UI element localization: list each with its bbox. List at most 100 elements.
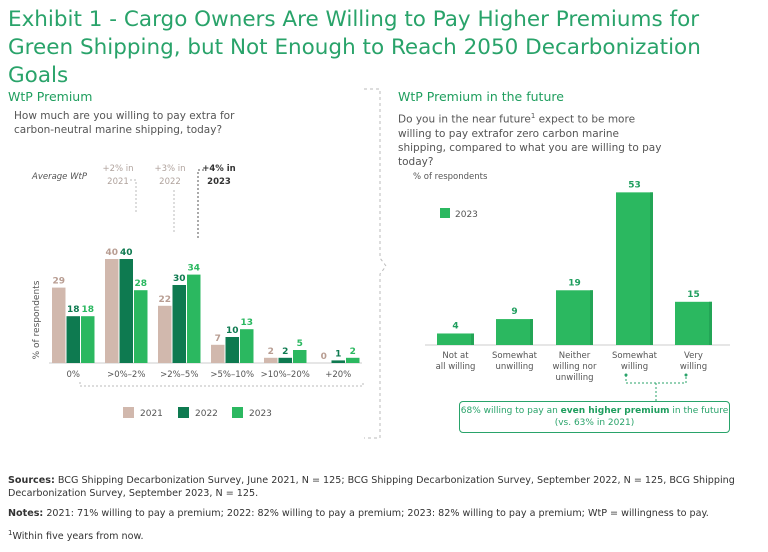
bar-2021-4 — [264, 357, 278, 363]
bar-label-2021-2: 22 — [158, 295, 171, 305]
footnote-number: 1 — [8, 529, 13, 537]
bar-2022-5 — [331, 360, 345, 363]
sources-note: Sources: BCG Shipping Decarbonization Su… — [8, 474, 760, 500]
future-bar-shade-2 — [590, 290, 593, 345]
left-legend: 2021 2022 2023 — [123, 407, 272, 419]
bar-label-2021-5: 0 — [321, 352, 327, 362]
bar-2022-3 — [225, 337, 239, 363]
notes-label: Notes: — [8, 508, 44, 519]
avg-wtp-label: Average WtP — [31, 172, 88, 182]
legend-label-2023: 2023 — [249, 409, 272, 419]
left-category-label-1: >0%–2% — [107, 370, 145, 380]
future-bar-label-4: 15 — [687, 290, 700, 300]
bar-2023-3 — [240, 329, 254, 363]
future-category-label-1: Somewhat unwilling — [492, 351, 538, 372]
bar-label-2021-3: 7 — [215, 334, 221, 344]
right-question-part-b: expect to be more willing to pay extrafo… — [398, 113, 662, 168]
bar-2021-3 — [211, 344, 225, 363]
bar-2023-5 — [346, 357, 360, 363]
future-category-label-2: Neither willing nor unwilling — [553, 351, 597, 383]
bar-label-2022-4: 2 — [282, 347, 288, 357]
bar-label-2022-3: 10 — [226, 326, 239, 336]
notes-text: 2021: 71% willing to pay a premium; 2022… — [43, 508, 709, 519]
bar-2021-2 — [158, 305, 172, 363]
bar-label-2023-2: 34 — [187, 264, 200, 274]
exhibit-title: Exhibit 1 - Cargo Owners Are Willing to … — [8, 7, 701, 88]
wtp-future-chart: % of respondents 2023 4 Not at all willing… — [413, 172, 730, 383]
future-callout: 68% willing to pay an even higher premiu… — [459, 401, 730, 433]
callout-sub: (vs. 63% in 2021) — [554, 418, 635, 428]
right-legend-swatch — [440, 208, 450, 218]
future-category-label-0: Not at all willing — [436, 351, 476, 372]
right-question: Do you in the near future1 expect to be … — [398, 109, 668, 169]
right-legend-label: 2023 — [455, 210, 478, 220]
left-section-heading: WtP Premium — [8, 89, 93, 104]
avg-line1-0: +2% in — [102, 164, 133, 174]
future-bar-shade-1 — [530, 319, 533, 345]
avg-line2-0: 2021 — [107, 177, 129, 187]
future-bar-label-1: 9 — [511, 307, 517, 317]
bar-2022-4 — [278, 357, 292, 363]
future-bar-shade-3 — [650, 192, 653, 345]
footnote-marker: 1 — [530, 112, 536, 120]
bar-label-2022-5: 1 — [335, 349, 341, 359]
bar-label-2023-4: 5 — [297, 339, 303, 349]
bar-2021-0 — [52, 287, 66, 363]
callout-pre: 68% willing to pay an — [460, 406, 561, 416]
legend-swatch-2022 — [178, 407, 189, 418]
bar-2022-1 — [119, 259, 133, 363]
bar-label-2022-2: 30 — [173, 274, 186, 284]
future-bar-3 — [616, 192, 653, 345]
right-legend: 2023 — [440, 208, 478, 220]
left-category-label-0: 0% — [67, 370, 81, 380]
future-bar-label-0: 4 — [452, 321, 458, 331]
bar-label-2023-0: 18 — [81, 305, 94, 315]
right-section-heading: WtP Premium in the future — [398, 89, 564, 104]
left-category-label-4: >10%–20% — [261, 370, 310, 380]
avg-connector-2021 — [130, 179, 137, 212]
callout-bold: even higher premium — [560, 406, 670, 416]
bar-label-2023-1: 28 — [134, 279, 147, 289]
willing-bracket — [624, 373, 688, 401]
left-category-label-2: >2%–5% — [160, 370, 198, 380]
future-bar-label-3: 53 — [628, 180, 641, 190]
panel-divider — [364, 88, 387, 439]
bar-label-2021-4: 2 — [268, 347, 274, 357]
sources-label: Sources: — [8, 475, 55, 486]
legend-label-2022: 2022 — [195, 409, 218, 419]
bar-label-2023-3: 13 — [240, 318, 253, 328]
bar-2021-1 — [105, 259, 119, 363]
future-bar-2 — [556, 290, 593, 345]
bar-2022-0 — [66, 316, 80, 363]
avg-wtp-annotations: +2% in 2021 +3% in 2022 +4% in 2023 — [102, 164, 236, 240]
future-bar-shade-4 — [709, 301, 712, 345]
left-category-label-3: >5%–10% — [210, 370, 254, 380]
sources-text: BCG Shipping Decarbonization Survey, Jun… — [8, 475, 735, 499]
left-y-axis-label: % of respondents — [32, 280, 42, 359]
future-bar-1 — [496, 319, 533, 345]
right-question-part-a: Do you in the near future — [398, 113, 531, 126]
future-bar-4 — [675, 301, 712, 345]
callout-post: in the future — [669, 406, 729, 416]
future-category-label-4: Very willing — [680, 351, 707, 372]
bar-label-2022-0: 18 — [67, 305, 80, 315]
bar-2023-2 — [187, 274, 201, 363]
future-bar-label-2: 19 — [568, 278, 581, 288]
future-bar-0 — [437, 333, 474, 345]
bar-2022-2 — [172, 285, 186, 363]
footnote-text: Within five years from now. — [12, 531, 144, 543]
bar-2023-0 — [81, 316, 95, 363]
notes-note: Notes: 2021: 71% willing to pay a premiu… — [8, 507, 760, 520]
legend-swatch-2023 — [232, 407, 243, 418]
footnote: 1Within five years from now. — [8, 527, 760, 543]
avg-connector-2023 — [197, 169, 204, 240]
left-category-label-5: +20% — [325, 370, 351, 380]
avg-line1-1: +3% in — [154, 164, 185, 174]
bar-2023-1 — [134, 290, 148, 363]
future-bar-shade-0 — [471, 333, 474, 345]
future-category-label-3: Somewhat willing — [612, 351, 658, 372]
avg-line1-2: +4% in — [202, 164, 235, 174]
bar-label-2021-1: 40 — [105, 248, 118, 258]
